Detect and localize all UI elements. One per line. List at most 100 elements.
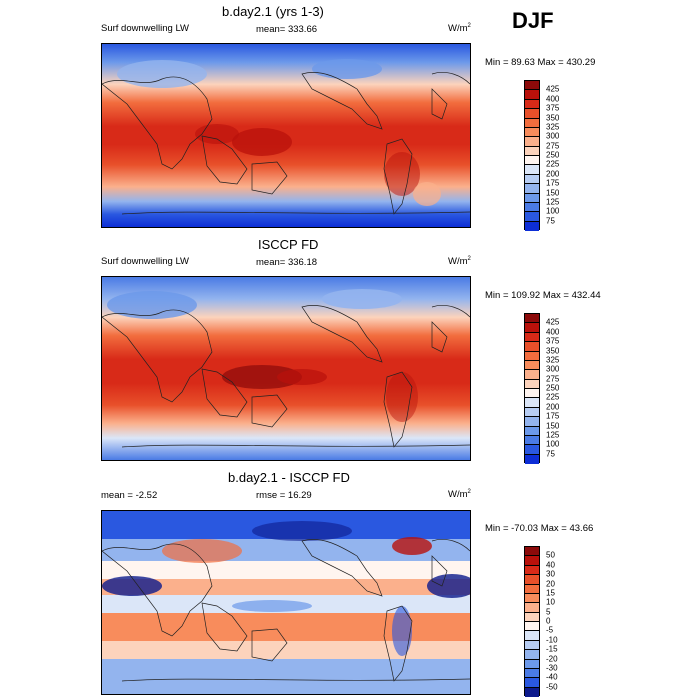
colorbar-box <box>525 556 539 566</box>
colorbar-level-label: 75 <box>546 216 555 226</box>
colorbar-box <box>525 650 539 660</box>
colorbar-box <box>525 389 539 399</box>
colorbar-box <box>525 342 539 352</box>
colorbar-box <box>525 407 539 418</box>
colorbar-box <box>525 678 539 688</box>
panel-3-minmax: Min = -70.03 Max = 43.66 <box>485 523 594 534</box>
colorbar-box <box>525 584 539 594</box>
colorbar-box <box>525 603 539 613</box>
colorbar-box <box>525 109 539 119</box>
panel-2-map <box>101 276 471 461</box>
panel-2-units: W/m2 <box>448 256 471 268</box>
colorbar-level-label: 5 <box>546 607 551 617</box>
colorbar-level-label: 275 <box>546 141 560 151</box>
panel-3-map <box>101 510 471 695</box>
colorbar-level-label: 125 <box>546 430 560 440</box>
colorbar-box <box>525 146 539 156</box>
colorbar-box <box>525 360 539 371</box>
colorbar-level-label: 125 <box>546 197 560 207</box>
panel-2-title: ISCCP FD <box>258 237 319 252</box>
colorbar-level-label: 400 <box>546 327 560 337</box>
colorbar-box <box>525 127 539 138</box>
colorbar-level-label: 375 <box>546 103 560 113</box>
colorbar-level-label: 325 <box>546 122 560 132</box>
colorbar-box <box>525 156 539 166</box>
colorbar-level-label: 400 <box>546 94 560 104</box>
colorbar-level-label: 325 <box>546 355 560 365</box>
colorbar-level-label: 225 <box>546 392 560 402</box>
colorbar-box <box>525 417 539 427</box>
colorbar-level-label: 350 <box>546 346 560 355</box>
panel-3-units: W/m2 <box>448 489 471 501</box>
colorbar-box <box>525 454 539 464</box>
colorbar-box <box>525 165 539 175</box>
colorbar-box <box>525 379 539 389</box>
colorbar-level-label: -20 <box>546 654 558 663</box>
colorbar-box <box>525 99 539 110</box>
colorbar-level-label: 375 <box>546 336 560 346</box>
panel-1-map <box>101 43 471 228</box>
colorbar-box <box>525 445 539 455</box>
colorbar-level-label: 30 <box>546 569 555 579</box>
colorbar-box <box>525 640 539 651</box>
colorbar-level-label: 250 <box>546 383 560 393</box>
colorbar-box <box>525 687 539 697</box>
colorbar-box <box>525 221 539 231</box>
season-label: DJF <box>512 8 554 33</box>
colorbar-level-label: 200 <box>546 402 560 412</box>
colorbar-box <box>525 435 539 446</box>
panel-1-variable-label: Surf downwelling LW <box>101 23 190 34</box>
colorbar-box <box>525 659 539 669</box>
colorbar-box <box>525 332 539 343</box>
colorbar-box <box>525 118 539 128</box>
colorbar-box <box>525 314 539 324</box>
colorbar-box <box>525 370 539 380</box>
colorbar-level-label: 75 <box>546 449 555 459</box>
panel-1-mean: mean= 333.66 <box>256 24 318 35</box>
colorbar-level-label: 10 <box>546 597 555 607</box>
colorbar-box <box>525 184 539 194</box>
colorbar-box <box>525 137 539 147</box>
colorbar-box <box>525 212 539 222</box>
colorbar-box <box>525 90 539 100</box>
colorbar-level-label: 425 <box>546 84 560 94</box>
panel-3-mean: mean = -2.52 <box>101 490 158 501</box>
colorbar-level-label: 20 <box>546 579 555 588</box>
colorbar-box <box>525 565 539 576</box>
colorbar-box <box>525 398 539 408</box>
panel-2-field <box>102 277 470 460</box>
panel-1-minmax: Min = 89.63 Max = 430.29 <box>485 57 596 68</box>
colorbar-box <box>525 81 539 91</box>
panel-2-variable-label: Surf downwelling LW <box>101 256 190 267</box>
colorbar-box <box>525 575 539 585</box>
panel-1-title: b.day2.1 (yrs 1-3) <box>222 4 324 19</box>
panel-2-mean: mean= 336.18 <box>256 257 318 268</box>
colorbar-level-label: 40 <box>546 560 555 570</box>
colorbar-level-label: 175 <box>546 411 560 421</box>
colorbar-level-label: 275 <box>546 374 560 384</box>
colorbar-box <box>525 612 539 622</box>
colorbar-box <box>525 193 539 203</box>
panel-2-minmax: Min = 109.92 Max = 432.44 <box>485 290 601 301</box>
panel-1-units: W/m2 <box>448 23 471 35</box>
panel-3-field <box>102 511 470 694</box>
colorbar-level-label: 100 <box>546 206 560 216</box>
colorbar-level-label: -50 <box>546 682 558 692</box>
colorbar-box <box>525 426 539 436</box>
colorbar-level-label: -30 <box>546 663 558 673</box>
colorbar-level-label: 100 <box>546 439 560 449</box>
colorbar-box <box>525 593 539 604</box>
panel-3-colorbar <box>524 546 540 697</box>
colorbar-level-label: -5 <box>546 625 554 635</box>
panel-3-rmse: rmse = 16.29 <box>256 490 312 501</box>
colorbar-level-label: 15 <box>546 588 555 598</box>
colorbar-level-label: -15 <box>546 644 558 654</box>
colorbar-level-label: 200 <box>546 169 560 179</box>
panel-1-colorbar <box>524 80 540 231</box>
colorbar-level-label: 300 <box>546 364 560 374</box>
colorbar-level-label: 150 <box>546 421 560 430</box>
colorbar-level-label: 175 <box>546 178 560 188</box>
colorbar-level-label: -10 <box>546 635 558 645</box>
colorbar-level-label: 0 <box>546 616 551 626</box>
colorbar-box <box>525 323 539 333</box>
